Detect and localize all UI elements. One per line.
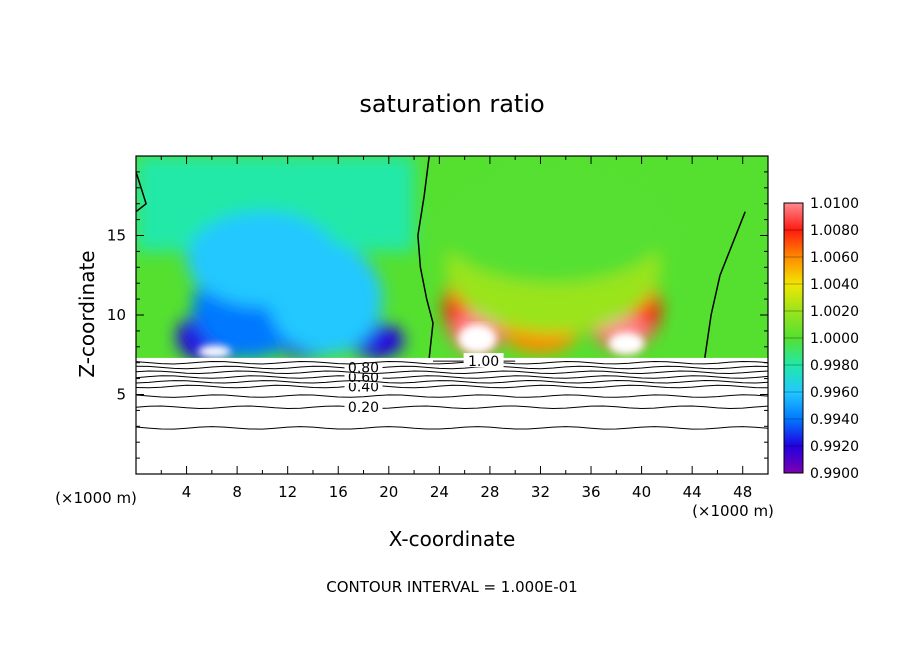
- peak-region: [608, 332, 645, 355]
- contour-line: [136, 360, 768, 365]
- colorbar-label: 1.0040: [810, 277, 859, 293]
- contour-label-bg: [463, 353, 504, 368]
- colorbar: 0.9900 0.9920 0.9940 0.9960 0.9980 1.0000 1.00…: [783, 196, 859, 482]
- x-unit-left: (×1000 m): [55, 489, 137, 507]
- y-tick-label: 15: [107, 227, 126, 245]
- x-tick-label: 20: [379, 483, 398, 501]
- contour-label: 0.60: [348, 370, 379, 386]
- contour-line: [136, 405, 768, 410]
- colorbar-label: 1.0100: [810, 196, 859, 212]
- colorbar-labels: 0.9900 0.9920 0.9940 0.9960 0.9980 1.0000 1.00…: [810, 196, 859, 482]
- colorbar-label: 0.9980: [810, 358, 859, 374]
- contour-line: [136, 379, 768, 384]
- contour-label-bg: [344, 400, 383, 414]
- contour-label: 0.40: [348, 380, 379, 396]
- x-tick-label: 28: [480, 483, 499, 501]
- plot-area: 0.200.400.600.80 1.00: [136, 156, 768, 474]
- contour-label: 0.20: [348, 400, 379, 416]
- colorbar-label: 0.9900: [810, 466, 859, 482]
- contour-line: [136, 384, 768, 389]
- colorbar-label: 1.0000: [810, 331, 859, 347]
- colorbar-label: 0.9940: [810, 412, 859, 428]
- y-axis-label: Z-coordinate: [75, 250, 99, 377]
- contour-line: [136, 394, 768, 398]
- x-tick-label: 48: [733, 483, 752, 501]
- saturation-one-contour: [136, 156, 746, 359]
- x-tick-label: 12: [278, 483, 297, 501]
- x-unit-right: (×1000 m): [692, 502, 774, 520]
- contour-line: [136, 365, 768, 370]
- y-axis-ticks: 5 10 15: [107, 171, 768, 459]
- peak-region: [458, 324, 497, 354]
- field-blob: [439, 171, 667, 284]
- y-tick-label: 10: [107, 306, 126, 324]
- x-tick-label: 44: [683, 483, 702, 501]
- contour-lines: 0.200.400.600.80 1.00: [136, 353, 768, 430]
- x-tick-label: 16: [329, 483, 348, 501]
- x-tick-label: 32: [531, 483, 550, 501]
- supersaturation-peaks: [197, 324, 645, 358]
- x-tick-label: 8: [232, 483, 242, 501]
- x-tick-label: 24: [430, 483, 449, 501]
- color-field: [136, 156, 667, 363]
- y-tick-label: 5: [116, 386, 126, 404]
- x-axis-label: X-coordinate: [389, 527, 516, 551]
- x-tick-label: 40: [632, 483, 651, 501]
- colorbar-label: 0.9920: [810, 439, 859, 455]
- field-blob: [186, 211, 339, 308]
- contour-line: [136, 370, 768, 375]
- x-axis-ticks: 4 8 12 16 20 24 28 32 36 40 44 48: [160, 156, 769, 501]
- contour-interval-note: CONTOUR INTERVAL = 1.000E-01: [326, 578, 577, 596]
- contour-line: [136, 426, 768, 430]
- peak-region: [197, 345, 231, 358]
- chart-title: saturation ratio: [359, 90, 544, 118]
- contour-label: 1.00: [468, 354, 499, 370]
- x-tick-label: 4: [182, 483, 192, 501]
- colorbar-label: 0.9960: [810, 385, 859, 401]
- contour-line: [136, 375, 768, 379]
- x-tick-label: 36: [581, 483, 600, 501]
- colorbar-label: 1.0080: [810, 223, 859, 239]
- colorbar-label: 1.0060: [810, 250, 859, 266]
- subsaturated-region: [136, 357, 768, 474]
- colorbar-bands: [784, 229, 803, 447]
- colorbar-frame: [783, 202, 804, 474]
- colorbar-label: 1.0020: [810, 304, 859, 320]
